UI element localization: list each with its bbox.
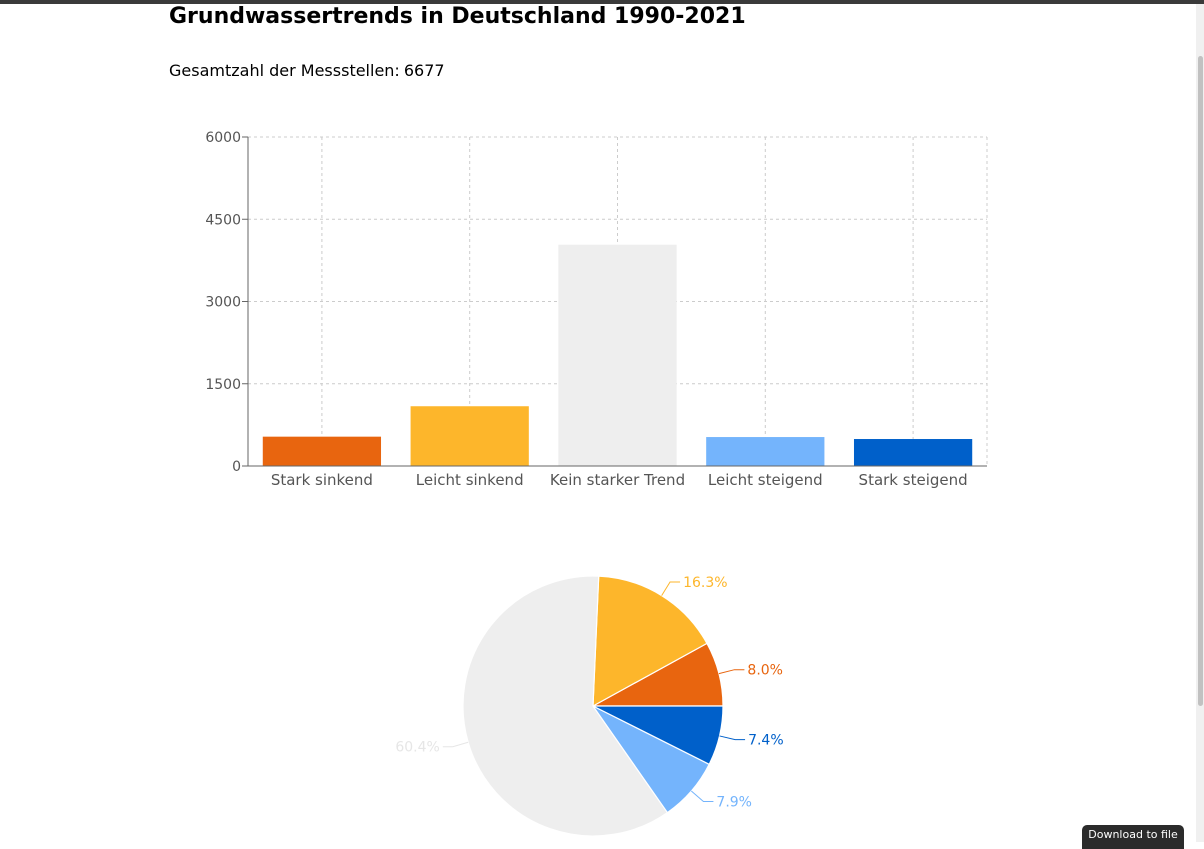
station-count-value: 6677 — [403, 61, 445, 80]
bar — [853, 439, 973, 466]
x-tick-label: Stark steigend — [859, 471, 968, 489]
x-tick-label: Leicht steigend — [708, 471, 823, 489]
bar — [558, 244, 677, 466]
pie-label-leader — [442, 741, 469, 748]
pie-slice — [592, 705, 724, 766]
pie-slice — [592, 575, 708, 708]
bar — [262, 436, 382, 466]
pie-slice-label: 7.9% — [716, 795, 752, 811]
bar — [410, 406, 529, 466]
y-tick-label: 3000 — [205, 295, 241, 311]
y-tick-label: 6000 — [205, 130, 241, 146]
station-count-label: Gesamtzahl der Messstellen: — [169, 61, 400, 80]
x-tick-label: Kein starker Trend — [550, 471, 685, 489]
x-tick-label: Leicht sinkend — [416, 471, 524, 489]
page-title: Grundwassertrends in Deutschland 1990-20… — [169, 4, 746, 29]
pie-label-leader — [719, 735, 746, 741]
y-tick-label: 0 — [232, 459, 241, 475]
scrollbar-thumb[interactable] — [1198, 56, 1203, 706]
y-tick-label: 4500 — [205, 212, 241, 228]
x-tick-label: Stark sinkend — [271, 471, 373, 489]
station-count: Gesamtzahl der Messstellen: 6677 — [169, 60, 445, 82]
pie-slice-label: 16.3% — [683, 575, 727, 591]
pie-label-leader — [718, 669, 745, 675]
download-to-file-button[interactable]: Download to file — [1082, 825, 1184, 849]
y-tick-label: 1500 — [205, 377, 241, 393]
window-top-bar — [0, 0, 1204, 4]
pie-slice-label: 60.4% — [395, 740, 439, 756]
bar — [706, 437, 825, 466]
pie-slice-label: 8.0% — [747, 663, 783, 679]
bar-chart: 0 1500 3000 4500 6000 Stark sinkend Leicht sin… — [205, 130, 988, 489]
pie-chart: 8.0% 16.3% 60.4% 7.9% 7.4% — [395, 575, 784, 837]
pie-label-leader — [661, 581, 681, 596]
pie-label-leader — [690, 790, 714, 803]
pie-slice-label: 7.4% — [748, 733, 784, 749]
